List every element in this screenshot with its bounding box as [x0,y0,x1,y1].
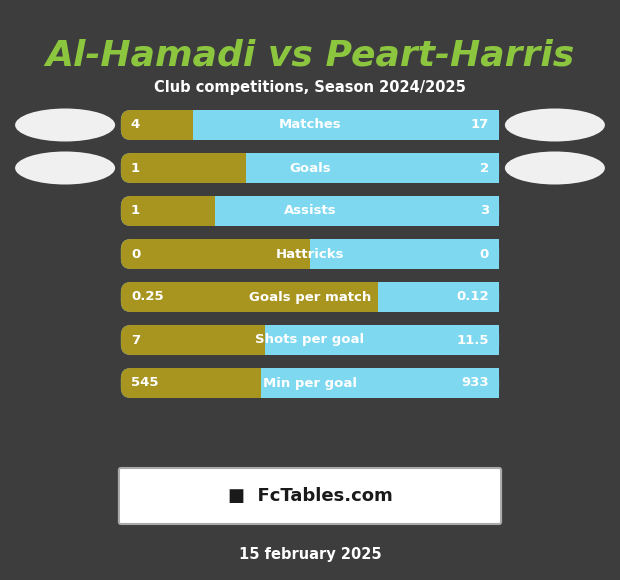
Bar [300,239,311,269]
Text: 17: 17 [471,118,489,132]
Ellipse shape [15,151,115,184]
Text: 7: 7 [131,334,140,346]
Text: ■  FcTables.com: ■ FcTables.com [228,487,392,505]
Bar [265,325,499,355]
FancyBboxPatch shape [121,325,499,355]
Ellipse shape [505,108,605,142]
Text: 0: 0 [131,248,140,260]
Text: Al-Hamadi vs Peart-Harris: Al-Hamadi vs Peart-Harris [45,38,575,72]
Bar [246,153,499,183]
FancyBboxPatch shape [121,282,378,312]
Bar [378,282,499,312]
FancyBboxPatch shape [121,110,193,140]
Bar [255,325,265,355]
Text: Matches: Matches [278,118,342,132]
Text: Shots per goal: Shots per goal [255,334,365,346]
Text: 545: 545 [131,376,158,390]
FancyBboxPatch shape [121,110,499,140]
FancyBboxPatch shape [121,368,499,398]
Text: Goals: Goals [289,161,331,175]
Text: 3: 3 [480,205,489,218]
Ellipse shape [505,151,605,184]
FancyBboxPatch shape [121,239,499,269]
Bar [205,196,216,226]
Text: 15 february 2025: 15 february 2025 [239,547,381,562]
Text: Min per goal: Min per goal [263,376,357,390]
Text: Assists: Assists [284,205,336,218]
Text: Goals per match: Goals per match [249,291,371,303]
Bar [193,110,499,140]
Bar [368,282,379,312]
Text: Hattricks: Hattricks [276,248,344,260]
FancyBboxPatch shape [119,468,501,524]
FancyBboxPatch shape [121,153,246,183]
Text: 1: 1 [131,161,140,175]
Text: 0: 0 [480,248,489,260]
FancyBboxPatch shape [121,239,310,269]
FancyBboxPatch shape [121,368,261,398]
Text: 0.25: 0.25 [131,291,164,303]
Bar [261,368,499,398]
Text: 0.12: 0.12 [456,291,489,303]
Text: Club competitions, Season 2024/2025: Club competitions, Season 2024/2025 [154,80,466,95]
Bar [216,196,499,226]
Ellipse shape [15,108,115,142]
Bar [183,110,194,140]
Text: 2: 2 [480,161,489,175]
FancyBboxPatch shape [121,282,499,312]
FancyBboxPatch shape [121,325,265,355]
Bar [251,368,262,398]
Text: 1: 1 [131,205,140,218]
FancyBboxPatch shape [121,153,499,183]
Bar [310,239,499,269]
FancyBboxPatch shape [121,196,216,226]
Text: 4: 4 [131,118,140,132]
Bar [236,153,247,183]
FancyBboxPatch shape [121,196,499,226]
Text: 11.5: 11.5 [456,334,489,346]
Text: 933: 933 [461,376,489,390]
